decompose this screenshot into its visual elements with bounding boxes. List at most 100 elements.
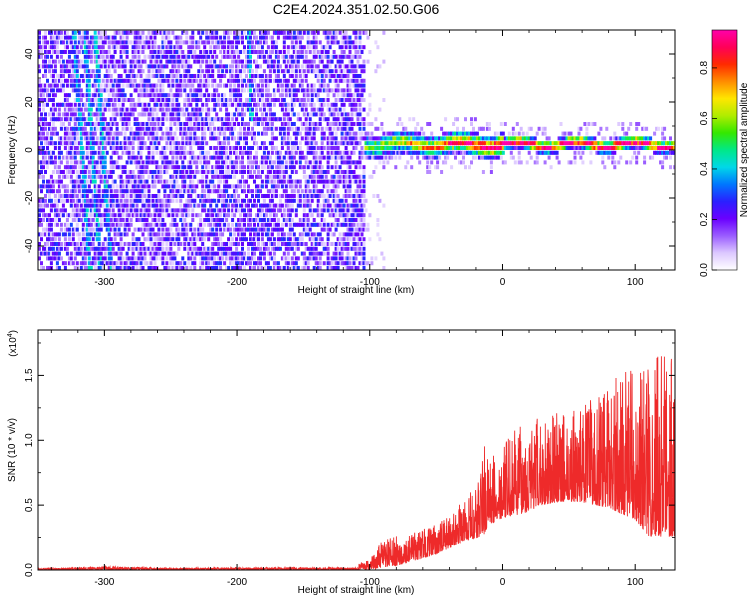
heatmap-cell [59, 222, 63, 227]
heatmap-cell [177, 117, 181, 122]
heatmap-cell [262, 102, 266, 107]
heatmap-cell [223, 184, 227, 189]
heatmap-cell [133, 74, 137, 78]
heatmap-cell [241, 122, 244, 126]
heatmap-cell [231, 126, 235, 131]
heatmap-cell [286, 251, 290, 256]
heatmap-cell [334, 35, 338, 40]
heatmap-cell [153, 107, 157, 112]
heatmap-cell [221, 198, 225, 203]
heatmap-cell [133, 64, 137, 69]
heatmap-cell [245, 150, 248, 155]
heatmap-cell [157, 93, 161, 98]
heatmap-cell [278, 194, 282, 198]
heatmap-cell [187, 69, 191, 74]
heatmap-cell [189, 40, 193, 45]
heatmap-cell [69, 160, 73, 165]
heatmap-cell [101, 45, 105, 50]
heatmap-cell [332, 203, 336, 208]
heatmap-cell [63, 165, 67, 170]
heatmap-cell [161, 45, 165, 50]
heatmap-cell [312, 184, 316, 189]
heatmap-cell [205, 160, 209, 165]
heatmap-cell [272, 242, 276, 246]
heatmap-cell [125, 126, 129, 131]
heatmap-cell [316, 64, 320, 69]
heatmap-cell [219, 251, 223, 256]
heatmap-cell [195, 78, 199, 83]
heatmap-cell [219, 50, 223, 54]
heatmap-cell [318, 40, 322, 45]
heatmap-cell [308, 160, 312, 165]
heatmap-cell [135, 122, 139, 126]
heatmap-cell [255, 102, 258, 107]
heatmap-cell [87, 74, 91, 78]
heatmap-cell [251, 117, 254, 122]
heatmap-cell [243, 146, 246, 150]
heatmap-cell [257, 83, 260, 88]
heatmap-cell [330, 189, 334, 194]
heatmap-cell [203, 198, 207, 203]
heatmap-cell [320, 213, 324, 218]
heatmap-cell [123, 136, 127, 141]
heatmap-cell [336, 117, 340, 122]
heatmap-cell [268, 98, 272, 102]
heatmap-cell [44, 50, 47, 54]
heatmap-cell [95, 117, 99, 122]
heatmap-cell [197, 155, 201, 160]
heatmap-cell [324, 179, 328, 184]
heatmap-cell [181, 40, 185, 45]
heatmap-cell [286, 136, 290, 141]
heatmap-cell [151, 136, 155, 141]
heatmap-cell [119, 112, 123, 117]
heatmap-cell [59, 227, 63, 232]
heatmap-cell [334, 88, 338, 93]
heatmap-cell [262, 160, 266, 165]
heatmap-cell [197, 222, 201, 227]
heatmap-cell [223, 213, 227, 218]
heatmap-cell [105, 150, 109, 155]
heatmap-cell [147, 251, 151, 256]
heatmap-cell [91, 146, 95, 150]
heatmap-cell [87, 203, 91, 208]
heatmap-cell [119, 261, 123, 266]
heatmap-cell [296, 126, 300, 131]
heatmap-cell [79, 117, 83, 122]
heatmap-cell [107, 45, 111, 50]
heatmap-cell [239, 222, 243, 227]
heatmap-cell [328, 126, 332, 131]
heatmap-cell [46, 227, 49, 232]
heatmap-cell [44, 227, 47, 232]
heatmap-cell [193, 54, 197, 59]
heatmap-cell [141, 112, 145, 117]
heatmap-cell [48, 136, 51, 141]
heatmap-cell [219, 150, 223, 155]
heatmap-cell [318, 203, 322, 208]
heatmap-cell [38, 54, 41, 59]
heatmap-cell [97, 122, 101, 126]
heatmap-cell [203, 189, 207, 194]
heatmap-cell [53, 251, 57, 256]
heatmap-cell [280, 155, 284, 160]
heatmap-cell [253, 131, 256, 136]
heatmap-cell [318, 232, 322, 237]
heatmap-cell [48, 222, 51, 227]
heatmap-cell [87, 131, 91, 136]
heatmap-cell [121, 50, 125, 54]
heatmap-cell [334, 131, 338, 136]
heatmap-cell [314, 184, 318, 189]
heatmap-cell [107, 102, 111, 107]
heatmap-cell [38, 102, 41, 107]
heatmap-cell [322, 30, 326, 35]
heatmap-cell [107, 218, 111, 222]
heatmap-cell [187, 174, 191, 179]
heatmap-cell [215, 155, 219, 160]
heatmap-cell [219, 213, 223, 218]
heatmap-cell [298, 179, 302, 184]
heatmap-cell [169, 222, 173, 227]
heatmap-cell [294, 242, 298, 246]
heatmap-cell [121, 35, 125, 40]
heatmap-cell [270, 112, 274, 117]
heatmap-cell [243, 251, 246, 256]
heatmap-cell [229, 242, 233, 246]
